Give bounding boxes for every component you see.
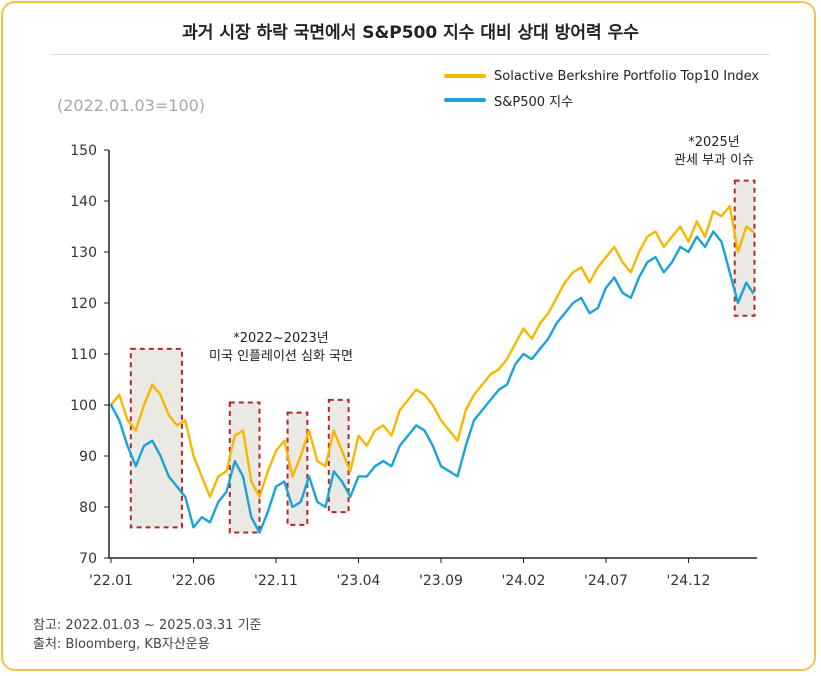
highlight-region-4	[327, 398, 350, 514]
footnote-source: 출처: Bloomberg, KB자산운용	[33, 637, 210, 652]
annotation-2025-line1: *2025년	[688, 135, 740, 150]
highlight-regions	[129, 179, 756, 534]
highlight-region-5	[733, 179, 756, 317]
x-tick-label: '24.02	[502, 573, 546, 589]
y-tick-label: 90	[79, 449, 97, 465]
footnote-reference-period: 참고: 2022.01.03 ~ 2025.03.31 기준	[33, 618, 262, 633]
y-tick-label: 120	[70, 296, 97, 312]
series-line-sp500	[109, 230, 755, 534]
legend-label-solactive: Solactive Berkshire Portfolio Top10 Inde…	[494, 68, 760, 84]
base-date-note: (2022.01.03=100)	[57, 96, 206, 115]
chart-title: 과거 시장 하락 국면에서 S&P500 지수 대비 상대 방어력 우수	[182, 23, 639, 43]
y-tick-label: 70	[79, 551, 97, 567]
x-tick-label: '22.01	[89, 573, 133, 589]
annotation-2025-line2: 관세 부과 이슈	[673, 153, 755, 168]
footnotes: 참고: 2022.01.03 ~ 2025.03.31 기준 출처: Bloom…	[33, 616, 262, 654]
x-tick-label: '24.07	[584, 573, 628, 589]
legend-item-solactive: Solactive Berkshire Portfolio Top10 Inde…	[444, 64, 759, 88]
x-tick-label: '22.06	[172, 573, 216, 589]
series-lines	[109, 204, 755, 534]
legend: Solactive Berkshire Portfolio Top10 Inde…	[444, 64, 759, 112]
annotation-2022-line1: *2022~2023년	[233, 331, 329, 346]
y-tick-label: 100	[70, 398, 97, 414]
y-tick-label: 130	[70, 245, 97, 261]
y-tick-label: 110	[70, 347, 97, 363]
series-line-solactive	[109, 204, 755, 498]
x-tick-label: '23.09	[419, 573, 463, 589]
x-tick-label: '23.04	[337, 573, 381, 589]
legend-item-sp500: S&P500 지수	[444, 88, 759, 112]
annotation-2025-tariff: *2025년 관세 부과 이슈	[654, 134, 774, 170]
legend-swatch-sp500	[444, 98, 486, 102]
highlight-region-1	[129, 347, 183, 529]
y-tick-label: 150	[70, 143, 97, 159]
annotation-2022-line2: 미국 인플레이션 심화 국면	[209, 349, 353, 364]
legend-label-sp500: S&P500 지수	[494, 94, 574, 110]
legend-swatch-solactive	[444, 74, 486, 78]
y-tick-label: 80	[79, 500, 97, 516]
x-tick-label: '24.12	[667, 573, 711, 589]
chart-axes: 70 80 90 100 110 120 130 140 150 '22.01 '22.06 '22.…	[70, 143, 757, 589]
y-tick-label: 140	[70, 194, 97, 210]
highlight-region-2	[228, 401, 261, 534]
x-tick-label: '22.11	[254, 573, 298, 589]
title-divider	[50, 54, 770, 55]
annotation-2022-inflation: *2022~2023년 미국 인플레이션 심화 국면	[196, 330, 366, 366]
